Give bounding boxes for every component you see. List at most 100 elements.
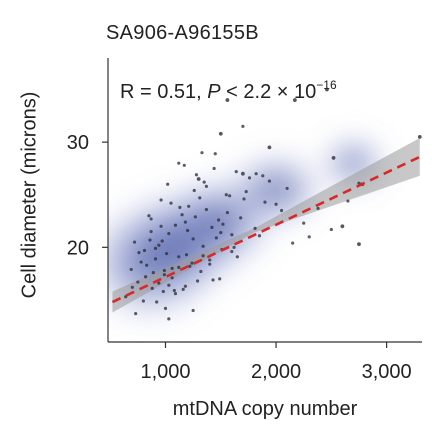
data-point [257, 234, 262, 238]
data-point [292, 98, 297, 102]
y-tick-label: 20 [67, 237, 89, 259]
data-point [195, 279, 200, 283]
data-point [181, 287, 185, 292]
data-point [129, 267, 133, 272]
data-point [242, 197, 246, 201]
data-point [254, 172, 258, 176]
data-point [218, 131, 223, 136]
data-point [239, 216, 243, 220]
data-point [147, 214, 151, 218]
data-point [210, 225, 214, 229]
data-point [224, 193, 228, 197]
x-axis-label: mtDNA copy number [172, 398, 358, 420]
data-point [130, 285, 134, 289]
data-point [150, 286, 154, 290]
data-point [307, 235, 311, 239]
axes-layer: 1,000 2,000 3,000 20 30 [67, 58, 422, 383]
data-point [167, 232, 171, 236]
data-point [151, 270, 155, 275]
data-point [191, 237, 195, 241]
data-point [196, 177, 201, 181]
data-point [169, 201, 173, 205]
regression-line [111, 155, 421, 304]
data-point [225, 211, 230, 215]
data-point [219, 231, 223, 235]
data-point [241, 124, 245, 128]
data-point [346, 199, 350, 203]
data-point [173, 292, 178, 296]
data-point [201, 254, 205, 258]
data-point [235, 255, 239, 259]
data-point [141, 299, 145, 303]
data-point [134, 312, 138, 316]
data-point [221, 222, 225, 226]
data-point [316, 206, 320, 211]
data-point [198, 196, 202, 200]
data-point [230, 233, 234, 237]
data-point [136, 280, 140, 284]
data-point [153, 257, 158, 261]
data-point [357, 242, 361, 247]
data-point [182, 163, 186, 167]
data-point [225, 98, 230, 102]
data-point [340, 224, 345, 229]
data-point [188, 264, 192, 268]
data-point [186, 228, 190, 233]
data-point [157, 281, 161, 285]
data-point [329, 227, 333, 232]
data-point [132, 240, 137, 244]
stat-annotation: R = 0.51, P < 2.2 × 10−16 [120, 78, 337, 103]
x-tick-label: 1,000 [140, 361, 190, 383]
data-point [325, 87, 329, 92]
data-point [199, 269, 203, 274]
data-point [145, 263, 149, 267]
data-point [247, 176, 252, 180]
data-point [417, 134, 422, 139]
data-point [202, 180, 206, 184]
data-point [190, 261, 194, 265]
data-point [200, 151, 204, 155]
data-point [279, 208, 284, 213]
data-point [170, 276, 174, 280]
data-point [162, 273, 166, 277]
data-point [228, 194, 232, 198]
data-point [267, 145, 272, 150]
data-point [187, 204, 191, 208]
data-point [183, 284, 187, 288]
data-point [212, 166, 216, 171]
data-point [214, 236, 218, 240]
data-point [204, 184, 209, 188]
data-point [261, 174, 265, 178]
data-point [331, 156, 336, 160]
x-tick-label: 2,000 [251, 361, 301, 383]
data-point [159, 224, 163, 228]
data-point [213, 152, 217, 156]
data-point [143, 275, 148, 279]
data-point [204, 207, 209, 212]
data-point [161, 289, 165, 294]
data-point [164, 252, 169, 256]
data-point [180, 213, 184, 217]
data-point [244, 189, 248, 194]
data-point [208, 258, 212, 262]
p-label: P [207, 81, 221, 103]
data-point [166, 182, 170, 186]
data-point [149, 217, 153, 221]
data-point [194, 173, 199, 177]
data-point [173, 223, 178, 227]
data-point [267, 179, 272, 183]
data-point [167, 283, 171, 287]
x-tick-label: 3,000 [362, 361, 412, 383]
points-layer [124, 87, 422, 321]
chart-title: SA906-A96155B [106, 22, 259, 44]
data-point [177, 161, 181, 165]
data-point [163, 306, 168, 310]
data-point [183, 220, 187, 224]
data-point [234, 170, 238, 174]
data-point [178, 205, 182, 209]
data-point [218, 277, 222, 281]
regression-layer [111, 155, 421, 304]
data-point [139, 260, 143, 264]
r-value-text: R = 0.51, [120, 81, 202, 103]
